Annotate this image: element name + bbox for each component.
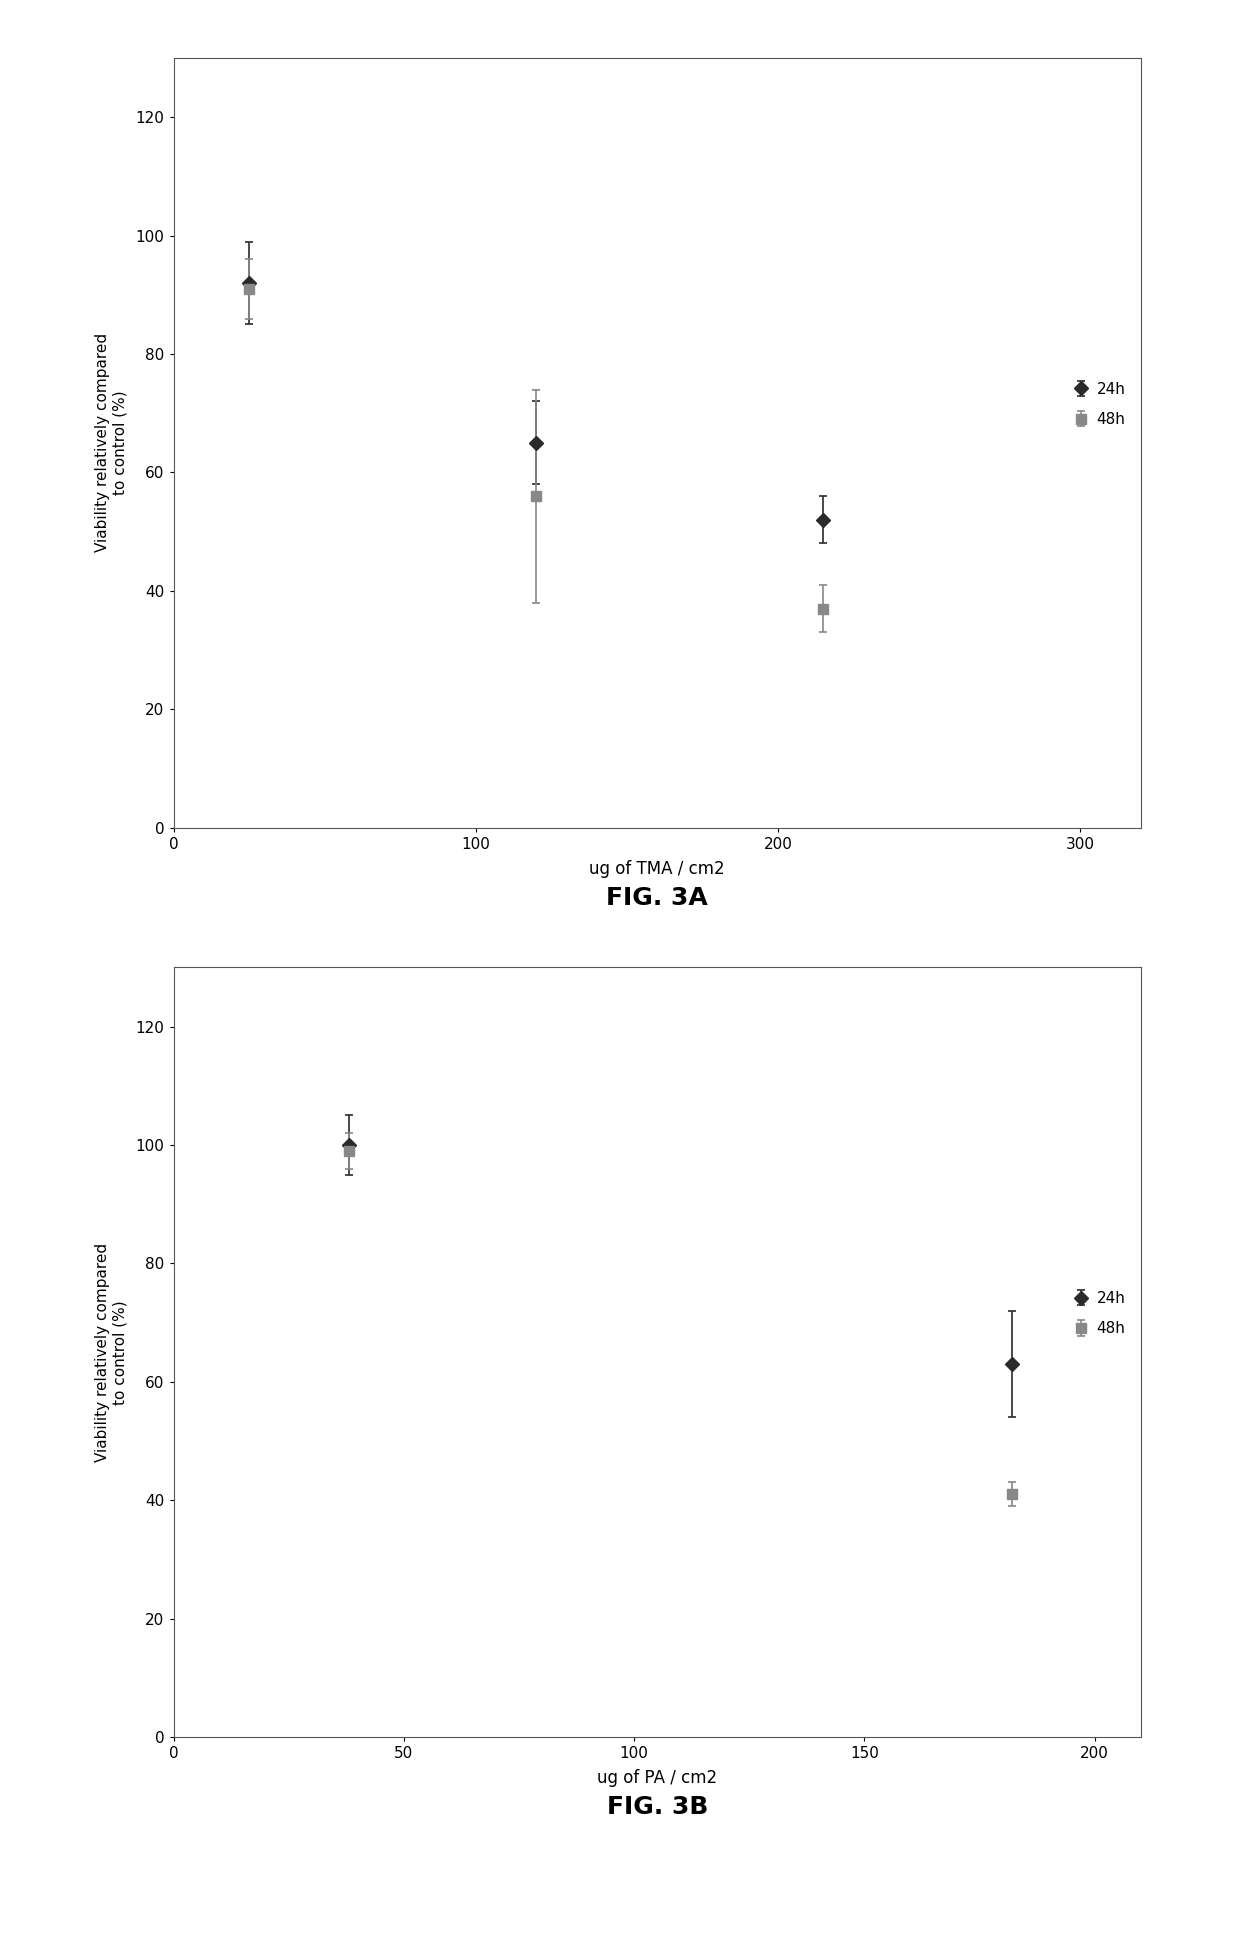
- X-axis label: ug of TMA / cm2: ug of TMA / cm2: [589, 859, 725, 878]
- Text: FIG. 3B: FIG. 3B: [606, 1796, 708, 1819]
- Legend: 24h, 48h: 24h, 48h: [1066, 373, 1133, 435]
- Text: FIG. 3A: FIG. 3A: [606, 886, 708, 909]
- Legend: 24h, 48h: 24h, 48h: [1066, 1283, 1133, 1345]
- Y-axis label: Viability relatively compared
to control (%): Viability relatively compared to control…: [95, 333, 128, 551]
- Y-axis label: Viability relatively compared
to control (%): Viability relatively compared to control…: [95, 1242, 128, 1461]
- X-axis label: ug of PA / cm2: ug of PA / cm2: [598, 1769, 717, 1788]
